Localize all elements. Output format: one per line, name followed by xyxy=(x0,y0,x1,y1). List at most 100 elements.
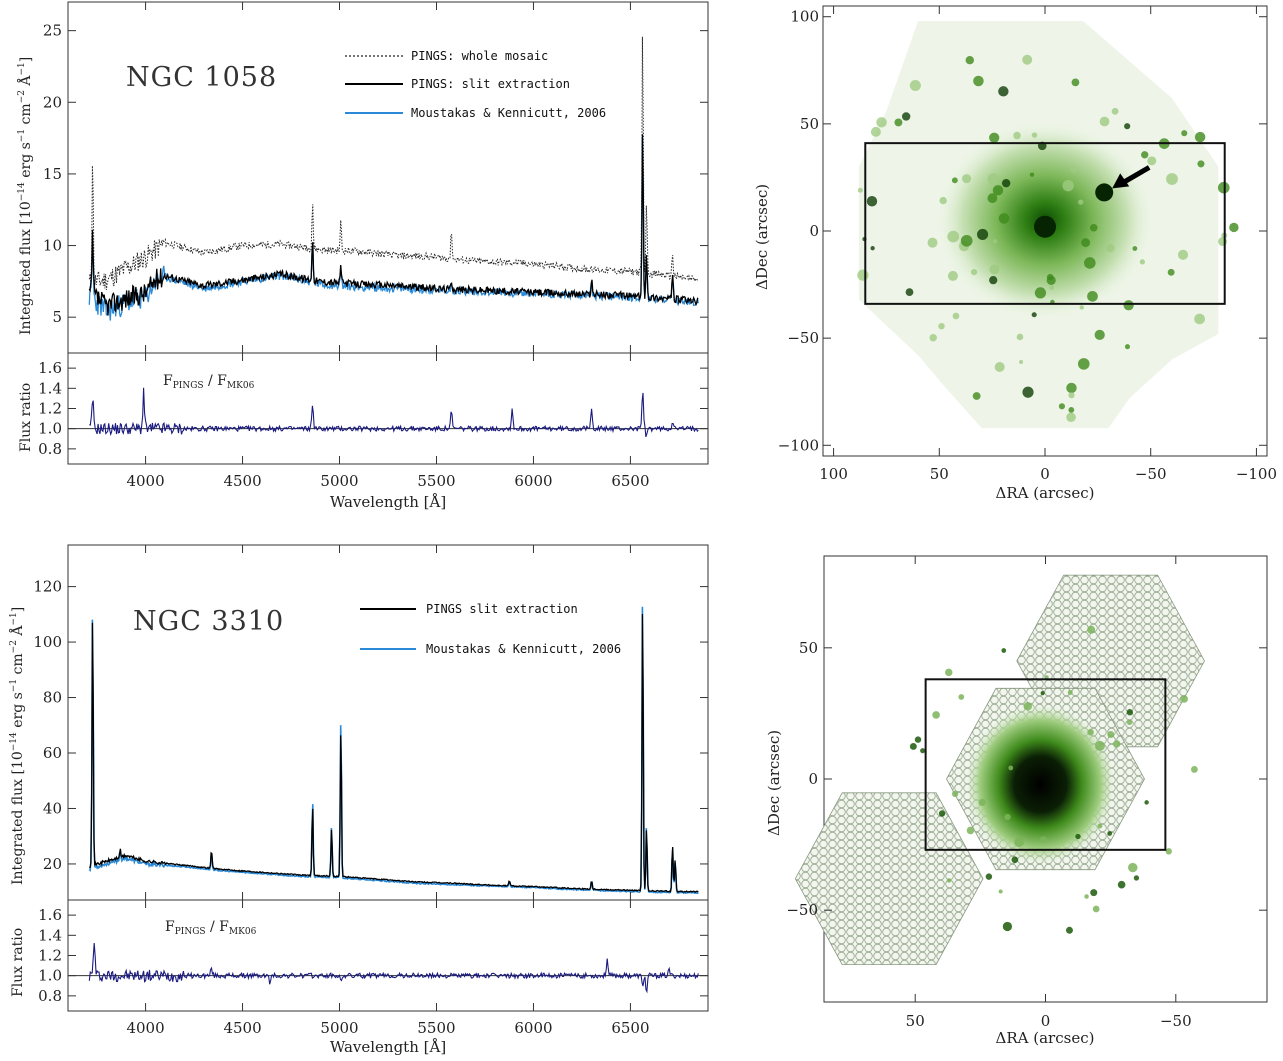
ratio-y-tick-label: 1.2 xyxy=(38,947,62,965)
y-tick-label: 100 xyxy=(33,633,62,651)
ngc1058-y-axis-label: Integrated flux [10−14 erg s−1 cm−2 Å−1] xyxy=(16,57,34,335)
hii-region xyxy=(985,873,993,880)
hii-region xyxy=(1046,273,1054,281)
hii-region xyxy=(1022,386,1034,398)
hii-region xyxy=(1141,151,1149,159)
hii-region xyxy=(1016,333,1024,341)
ratio-y-tick-label: 0.8 xyxy=(38,987,62,1005)
ifu-fibre-grid xyxy=(794,792,984,965)
hii-region xyxy=(947,230,960,243)
hii-region xyxy=(909,79,921,92)
hii-region xyxy=(894,118,903,127)
hii-region xyxy=(1166,173,1178,185)
hii-region xyxy=(1229,222,1239,233)
hii-region xyxy=(1014,837,1025,848)
hii-region xyxy=(1087,290,1098,302)
hii-region xyxy=(927,237,938,248)
ngc3310-ratio-label: FPINGS / FMK06 xyxy=(165,919,257,937)
hii-region xyxy=(1167,268,1175,276)
hii-region xyxy=(1126,709,1133,716)
hii-region xyxy=(1092,905,1100,913)
hii-region xyxy=(947,270,958,281)
hii-region xyxy=(992,185,1004,196)
x-tick-label: 5000 xyxy=(320,1019,358,1037)
hii-region xyxy=(1001,178,1011,188)
ngc1058-ratio-frame xyxy=(67,352,709,465)
x-tick-label: 4500 xyxy=(223,1019,261,1037)
ngc3310-map-plot: 50 0 −50 50 0 −50 xyxy=(786,556,1267,1030)
y-tick-label: 50 xyxy=(800,115,819,133)
hii-region xyxy=(932,711,940,719)
ratio-y-tick-label: 1.6 xyxy=(38,906,62,924)
y-tick-label: −100 xyxy=(778,436,819,454)
y-tick-label: 10 xyxy=(43,237,62,255)
y-tick-label: −50 xyxy=(787,329,819,347)
galaxy-emission xyxy=(965,704,1116,865)
hii-region xyxy=(938,810,946,817)
hii-region xyxy=(1004,813,1011,821)
hii-region xyxy=(989,132,1000,143)
hii-region xyxy=(1194,131,1206,143)
hii-region xyxy=(994,361,1005,372)
hii-region xyxy=(920,748,926,754)
hii-region xyxy=(987,173,1000,185)
hii-region xyxy=(1132,246,1138,251)
hii-region xyxy=(1023,702,1032,711)
hii-region xyxy=(1190,765,1198,773)
hii-region xyxy=(1034,287,1047,299)
hii-region xyxy=(1029,172,1035,177)
hii-region xyxy=(1011,856,1019,864)
hii-region xyxy=(960,234,973,247)
hii-region xyxy=(1123,300,1134,311)
hii-region xyxy=(1117,880,1126,889)
hii-region xyxy=(1065,926,1073,934)
hii-region xyxy=(1133,875,1140,881)
ngc1058-legend-slit: PINGS: slit extraction xyxy=(411,77,570,91)
y-tick-label: 60 xyxy=(43,744,62,762)
bright-knot xyxy=(1095,183,1114,202)
hii-region xyxy=(1081,238,1091,248)
y-tick-label: 20 xyxy=(43,93,62,111)
hii-region xyxy=(914,736,922,743)
x-tick-label: 6500 xyxy=(611,1019,649,1037)
ngc3310-main-frame xyxy=(67,544,709,901)
y-tick-label: 120 xyxy=(33,578,62,596)
hii-region xyxy=(1013,131,1021,140)
y-tick-label: 20 xyxy=(43,855,62,873)
ratio-y-tick-label: 0.8 xyxy=(38,440,62,458)
hii-region xyxy=(973,75,984,87)
ratio-y-tick-label: 1.2 xyxy=(38,400,62,418)
y-tick-label: 5 xyxy=(52,308,62,326)
galaxy-nucleus xyxy=(1034,215,1056,238)
hii-region xyxy=(998,213,1010,224)
hii-region xyxy=(951,790,959,798)
y-tick-label: 15 xyxy=(43,165,62,183)
x-tick-label: 50 xyxy=(906,1012,925,1030)
hii-region xyxy=(1113,740,1121,748)
hii-region xyxy=(1040,691,1045,696)
hii-region xyxy=(905,288,914,297)
y-tick-label: 50 xyxy=(799,639,818,657)
hii-region xyxy=(1218,237,1228,247)
ngc3310-map-x-label: ΔRA (arcsec) xyxy=(996,1029,1095,1047)
ratio-y-tick-label: 1.4 xyxy=(38,926,62,944)
hii-region xyxy=(1144,800,1149,805)
x-tick-label: 4500 xyxy=(223,472,261,490)
hii-region xyxy=(1128,862,1138,873)
hii-region xyxy=(857,269,869,281)
hii-region xyxy=(1197,160,1205,168)
ngc1058-legend-mosaic: PINGS: whole mosaic xyxy=(411,49,548,63)
hii-region xyxy=(1008,765,1014,771)
hii-region xyxy=(909,742,917,750)
hii-region xyxy=(1107,831,1113,836)
x-tick-label: 6000 xyxy=(514,472,552,490)
hii-region xyxy=(978,798,986,807)
x-tick-label: −100 xyxy=(1236,465,1277,483)
hii-region xyxy=(993,239,998,244)
hii-region xyxy=(1181,130,1188,137)
ngc3310-map-y-label: ΔDec (arcsec) xyxy=(765,730,783,836)
hii-region xyxy=(1031,312,1037,318)
